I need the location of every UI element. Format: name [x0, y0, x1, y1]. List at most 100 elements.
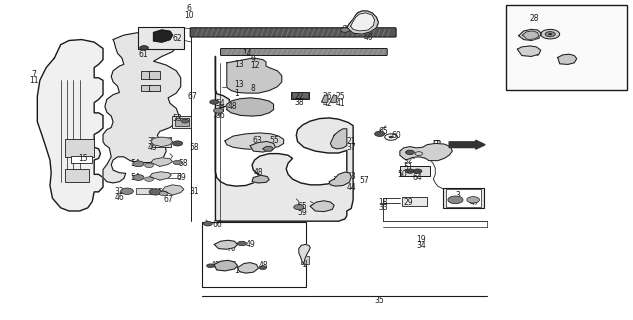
Bar — [149, 85, 161, 92]
Circle shape — [545, 32, 555, 37]
Text: 54: 54 — [130, 173, 140, 182]
Text: 67: 67 — [187, 92, 197, 101]
Circle shape — [140, 46, 149, 50]
Polygon shape — [558, 54, 577, 64]
Text: 59: 59 — [298, 208, 307, 217]
Text: 69: 69 — [176, 173, 186, 182]
Bar — [400, 166, 430, 176]
Polygon shape — [299, 244, 310, 264]
Polygon shape — [163, 185, 184, 195]
Text: 22: 22 — [294, 92, 304, 101]
Polygon shape — [103, 33, 180, 183]
Bar — [291, 92, 309, 99]
Text: 35: 35 — [375, 296, 384, 305]
Text: 58: 58 — [189, 143, 199, 152]
Circle shape — [548, 33, 552, 35]
Text: 56: 56 — [318, 203, 327, 212]
Polygon shape — [37, 40, 103, 211]
Text: 37: 37 — [347, 143, 356, 152]
Polygon shape — [237, 263, 258, 273]
Text: 7: 7 — [31, 70, 36, 79]
Text: 65: 65 — [379, 127, 388, 136]
Text: 52: 52 — [404, 156, 413, 165]
Text: 51: 51 — [404, 163, 413, 172]
Text: 41: 41 — [335, 99, 345, 108]
Bar — [72, 156, 92, 163]
Text: 39: 39 — [364, 19, 373, 28]
Circle shape — [237, 241, 246, 246]
Text: 30: 30 — [147, 137, 157, 146]
Circle shape — [408, 151, 415, 154]
Text: 45: 45 — [147, 143, 157, 152]
Polygon shape — [150, 172, 172, 180]
Bar — [139, 27, 184, 49]
Text: 14: 14 — [242, 49, 251, 58]
Text: 13: 13 — [234, 60, 244, 69]
Circle shape — [210, 100, 218, 104]
FancyBboxPatch shape — [220, 49, 387, 55]
Bar — [402, 197, 427, 206]
Circle shape — [173, 160, 182, 165]
Text: 5: 5 — [534, 49, 539, 58]
Text: 64: 64 — [410, 149, 420, 158]
Circle shape — [203, 221, 212, 226]
Text: 19: 19 — [423, 152, 432, 161]
Text: 6: 6 — [187, 4, 191, 13]
Text: 54: 54 — [215, 99, 225, 108]
Text: 54: 54 — [130, 159, 140, 168]
Polygon shape — [329, 172, 351, 186]
Polygon shape — [522, 31, 539, 40]
Polygon shape — [330, 129, 347, 149]
Text: 61: 61 — [139, 50, 148, 59]
Text: 10: 10 — [184, 11, 194, 20]
Circle shape — [259, 266, 266, 270]
Text: 2: 2 — [303, 260, 308, 269]
Bar — [292, 92, 308, 98]
Polygon shape — [215, 56, 353, 221]
Text: 65: 65 — [298, 202, 307, 211]
Polygon shape — [214, 240, 237, 249]
Circle shape — [406, 150, 415, 155]
Text: 12: 12 — [250, 60, 260, 69]
Bar — [446, 189, 480, 207]
Text: 18: 18 — [379, 197, 388, 206]
Bar — [301, 256, 309, 264]
Text: 53: 53 — [173, 114, 182, 123]
Text: 32: 32 — [115, 187, 124, 196]
Text: 68: 68 — [342, 25, 351, 34]
Circle shape — [160, 191, 168, 196]
Circle shape — [375, 131, 385, 136]
Circle shape — [341, 28, 349, 32]
Circle shape — [173, 141, 182, 146]
Polygon shape — [250, 141, 275, 152]
Text: 4: 4 — [522, 49, 527, 58]
Text: 3: 3 — [456, 191, 460, 200]
Text: 48: 48 — [258, 261, 268, 270]
Text: 16: 16 — [227, 261, 237, 270]
Circle shape — [448, 196, 463, 204]
Circle shape — [181, 119, 189, 123]
Bar — [137, 188, 153, 195]
Bar — [141, 85, 153, 92]
Polygon shape — [351, 13, 375, 31]
Polygon shape — [263, 147, 273, 151]
Text: 13: 13 — [234, 80, 244, 89]
Polygon shape — [154, 30, 173, 42]
Polygon shape — [518, 29, 541, 41]
Polygon shape — [517, 46, 541, 56]
Text: 58: 58 — [179, 159, 189, 168]
Text: 25: 25 — [335, 92, 345, 101]
Text: 8: 8 — [250, 84, 255, 93]
Bar — [65, 139, 94, 157]
Text: 70: 70 — [227, 244, 237, 253]
Polygon shape — [151, 158, 173, 166]
Text: 15: 15 — [78, 154, 87, 163]
Text: 17: 17 — [234, 266, 244, 276]
Text: 34: 34 — [417, 241, 426, 250]
Polygon shape — [214, 260, 237, 271]
Text: 46: 46 — [115, 193, 124, 202]
Text: 11: 11 — [28, 76, 38, 85]
Text: 21: 21 — [347, 137, 356, 146]
Text: FR.: FR. — [433, 140, 447, 149]
Bar — [166, 173, 180, 179]
